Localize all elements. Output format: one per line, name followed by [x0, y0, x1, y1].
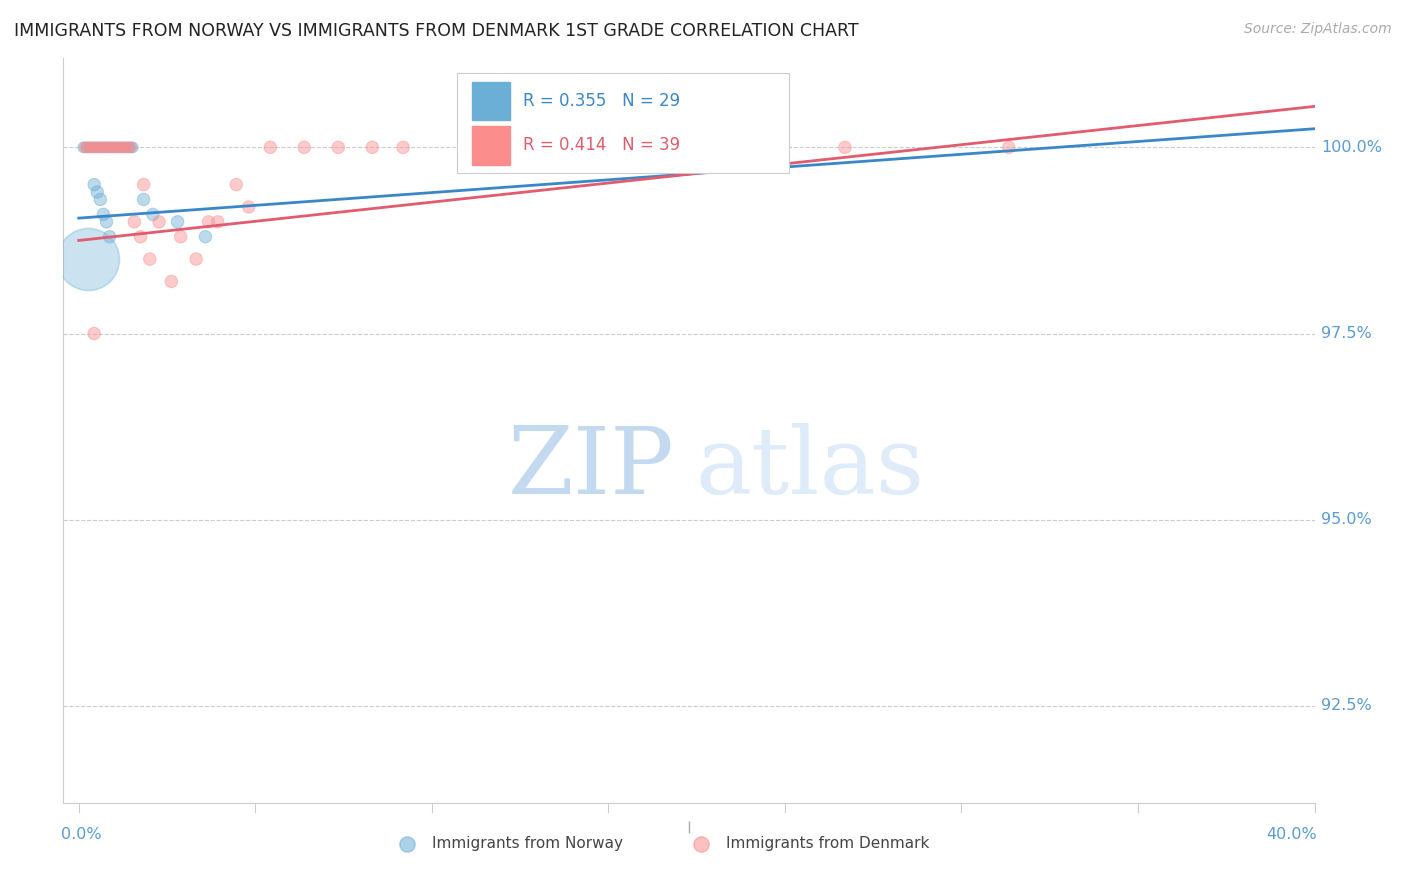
Point	[100, 140, 122, 154]
Point	[73, 140, 96, 154]
Point	[96, 215, 118, 229]
Point	[98, 229, 121, 244]
Point	[547, 140, 569, 154]
Point	[692, 140, 714, 154]
Point	[197, 215, 219, 229]
Point	[114, 140, 136, 154]
Point	[84, 140, 107, 154]
Text: R = 0.355   N = 29: R = 0.355 N = 29	[523, 92, 679, 110]
Point	[89, 140, 111, 154]
Point	[82, 140, 104, 154]
Point	[160, 275, 183, 289]
Point	[148, 215, 170, 229]
Point	[96, 140, 118, 154]
Text: 95.0%: 95.0%	[1320, 512, 1372, 527]
Text: 40.0%: 40.0%	[1267, 827, 1317, 842]
Point	[83, 140, 105, 154]
Point	[111, 140, 134, 154]
Point	[166, 215, 188, 229]
Point	[259, 140, 281, 154]
Point	[225, 178, 247, 192]
Point	[110, 140, 132, 154]
Text: atlas: atlas	[695, 423, 925, 513]
Point	[142, 207, 165, 221]
Text: Immigrants from Denmark: Immigrants from Denmark	[727, 837, 929, 851]
Point	[118, 140, 141, 154]
Point	[475, 140, 498, 154]
Point	[139, 252, 162, 266]
FancyBboxPatch shape	[472, 126, 510, 165]
FancyBboxPatch shape	[457, 73, 789, 173]
Point	[83, 178, 105, 192]
Point	[194, 229, 217, 244]
Point	[762, 140, 785, 154]
Point	[328, 140, 350, 154]
Point	[86, 140, 108, 154]
Point	[121, 140, 143, 154]
Point	[79, 140, 101, 154]
Text: 0.0%: 0.0%	[60, 827, 101, 842]
Point	[132, 193, 155, 207]
Point	[80, 140, 103, 154]
Point	[170, 229, 193, 244]
Point	[104, 140, 127, 154]
Point	[97, 140, 120, 154]
Point	[101, 140, 124, 154]
Text: Source: ZipAtlas.com: Source: ZipAtlas.com	[1244, 22, 1392, 37]
Point	[117, 140, 139, 154]
Text: 92.5%: 92.5%	[1320, 698, 1372, 714]
Point	[124, 215, 146, 229]
Point	[108, 140, 131, 154]
Point	[184, 252, 207, 266]
Text: IMMIGRANTS FROM NORWAY VS IMMIGRANTS FROM DENMARK 1ST GRADE CORRELATION CHART: IMMIGRANTS FROM NORWAY VS IMMIGRANTS FRO…	[14, 22, 859, 40]
Point	[292, 140, 315, 154]
Point	[105, 140, 128, 154]
Text: R = 0.414   N = 39: R = 0.414 N = 39	[523, 136, 679, 154]
Point	[392, 140, 415, 154]
Point	[93, 207, 115, 221]
Point	[112, 140, 135, 154]
Point	[997, 140, 1019, 154]
Point	[834, 140, 856, 154]
Text: ZIP: ZIP	[508, 423, 675, 513]
Point	[83, 326, 105, 341]
Point	[115, 140, 138, 154]
Point	[77, 140, 100, 154]
Point	[361, 140, 384, 154]
Point	[129, 229, 152, 244]
Text: Immigrants from Norway: Immigrants from Norway	[433, 837, 623, 851]
Point	[72, 140, 94, 154]
Text: 100.0%: 100.0%	[1320, 140, 1382, 155]
Point	[132, 178, 155, 192]
Point	[93, 140, 115, 154]
Point	[90, 140, 112, 154]
Point	[103, 140, 125, 154]
Point	[516, 140, 538, 154]
Point	[86, 185, 108, 199]
Point	[87, 140, 110, 154]
FancyBboxPatch shape	[472, 82, 510, 120]
Point	[89, 193, 111, 207]
Point	[94, 140, 117, 154]
Point	[207, 215, 229, 229]
Point	[120, 140, 142, 154]
Point	[77, 252, 100, 266]
Text: 97.5%: 97.5%	[1320, 326, 1372, 341]
Point	[75, 140, 97, 154]
Point	[98, 140, 121, 154]
Point	[238, 200, 260, 214]
